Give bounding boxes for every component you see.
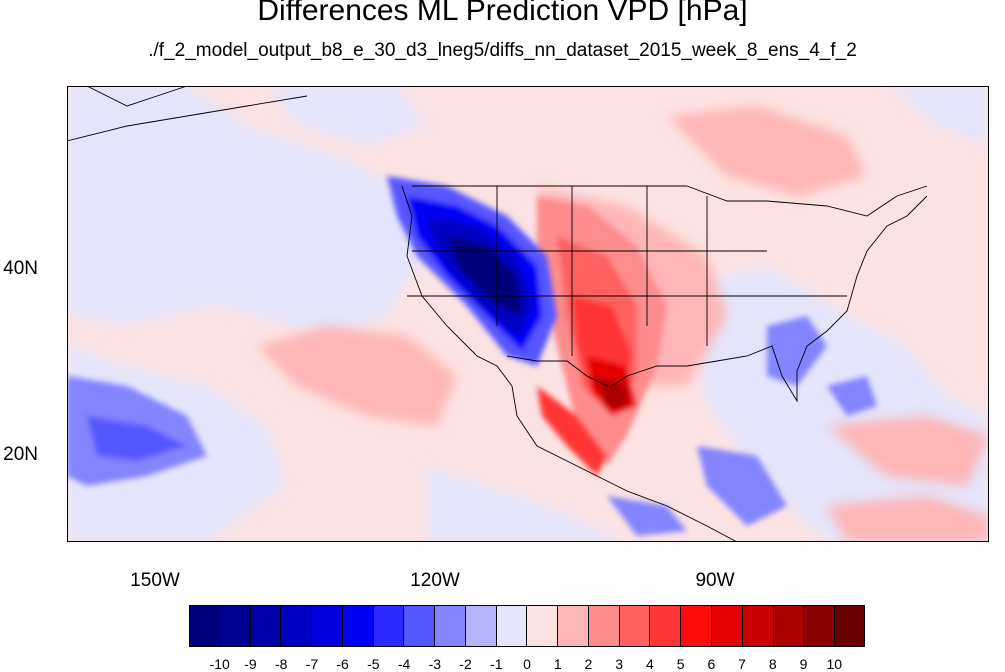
colorbar-swatch — [342, 605, 374, 647]
colorbar-tick-label: 1 — [553, 656, 562, 672]
colorbar — [189, 605, 865, 647]
colorbar-swatch — [435, 605, 466, 647]
lat-label-20n: 20N — [3, 444, 38, 465]
map-title: Differences ML Prediction VPD [hPa] — [257, 0, 748, 27]
lon-label-150w: 150W — [130, 570, 180, 591]
red-anomaly — [537, 196, 667, 476]
colorbar-tick-label: -7 — [305, 656, 319, 672]
colorbar-tick-label: -6 — [336, 656, 349, 672]
colorbar-swatch — [281, 605, 313, 647]
colorbar-tick-label: -3 — [428, 656, 442, 672]
colorbar-tick-label: 6 — [707, 656, 716, 672]
colorbar-swatch — [219, 605, 251, 647]
colorbar-swatch — [404, 605, 436, 647]
colorbar-tick-label: -9 — [244, 656, 257, 672]
colorbar-swatch — [681, 605, 713, 647]
colorbar-tick-label: -8 — [274, 656, 288, 672]
coastline-and-borders — [67, 86, 928, 542]
map-subtitle: ./f_2_model_output_b8_e_30_d3_lneg5/diff… — [148, 40, 857, 61]
colorbar-tick-label: -5 — [367, 656, 380, 672]
colorbar-swatch — [496, 605, 528, 647]
colorbar-swatch — [558, 605, 589, 647]
colorbar-swatch — [189, 605, 220, 647]
colorbar-swatch — [712, 605, 743, 647]
colorbar-tick-label: 9 — [799, 656, 808, 672]
lon-label-90w: 90W — [695, 570, 735, 591]
colorbar-tick-label: -2 — [459, 656, 472, 672]
colorbar-tick-label: 5 — [676, 656, 685, 672]
colorbar-tick-label: 10 — [826, 656, 843, 672]
colorbar-swatch — [835, 605, 865, 647]
colorbar-swatch — [773, 605, 805, 647]
colorbar-swatch — [588, 605, 620, 647]
colorbar-tick-label: 7 — [738, 656, 746, 672]
colorbar-tick-label: -4 — [397, 656, 411, 672]
colorbar-tick-label: 0 — [523, 656, 531, 672]
map-canvas — [67, 86, 989, 542]
colorbar-tick-label: 2 — [584, 656, 593, 672]
colorbar-tick-label: 3 — [615, 656, 624, 672]
vpd-difference-map — [67, 86, 989, 542]
colorbar-swatch — [250, 605, 282, 647]
colorbar-swatch — [527, 605, 559, 647]
colorbar-frame — [189, 605, 865, 647]
colorbar-swatch — [465, 605, 497, 647]
lat-label-40n: 40N — [3, 258, 38, 279]
colorbar-swatch — [312, 605, 343, 647]
colorbar-swatch — [373, 605, 405, 647]
colorbar-tick-label: -10 — [209, 656, 230, 672]
colorbar-swatch — [804, 605, 836, 647]
colorbar-swatch — [619, 605, 651, 647]
colorbar-tick-label: 4 — [646, 656, 654, 672]
colorbar-swatch — [742, 605, 774, 647]
colorbar-swatch — [650, 605, 682, 647]
colorbar-tick-label: -1 — [490, 656, 503, 672]
lon-label-120w: 120W — [410, 570, 460, 591]
colorbar-tick-label: 8 — [768, 656, 777, 672]
